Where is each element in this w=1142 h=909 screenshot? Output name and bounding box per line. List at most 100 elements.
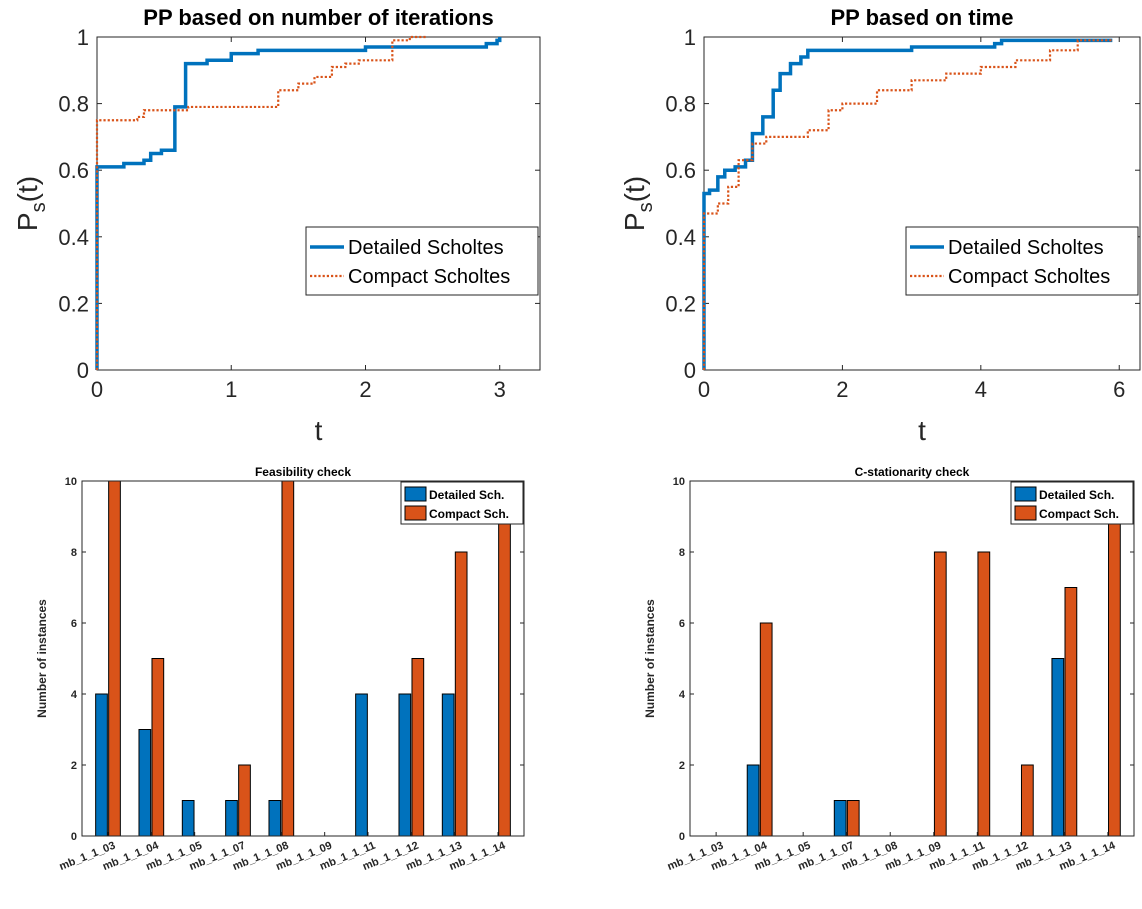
legend-label: Detailed Scholtes [348,237,504,259]
x-tick-label: 2 [836,377,848,402]
bar-compact-mb_1_1_12 [411,658,425,837]
y-tick-label: 0 [77,358,89,383]
y-axis-label-main: P [619,212,650,231]
bar-compact-mb_1_1_07 [238,764,251,837]
y-tick-label: 2 [679,760,685,772]
y-tick-label: 4 [71,689,78,701]
bar-detailed-mb_1_1_04 [746,764,760,837]
y-tick-label: 0.2 [665,291,696,316]
x-tick-label: 0 [91,377,103,402]
y-tick-label: 0.8 [665,92,696,117]
bar-detailed-mb_1_1_05 [181,800,195,837]
y-axis-label: Ps(t) [619,176,657,231]
bar-compact-mb_1_1_03 [108,480,121,837]
y-tick-label: 0.4 [58,225,89,250]
bar-compact-mb_1_1_04 [151,658,165,837]
y-tick-label: 1 [684,25,696,50]
bar-compact-mb_1_1_14 [1108,480,1121,837]
chart-title: C-stationarity check [855,465,970,479]
legend: Detailed Scholtes Compact Scholtes [305,226,539,296]
legend-label: Compact Scholtes [948,266,1110,288]
bar-compact-mb_1_1_12 [1020,764,1034,837]
legend-label: Detailed Sch. [429,488,504,502]
x-axis-label: t [918,415,926,446]
y-axis-label-sub: s [28,202,50,212]
series-line-detailed [702,38,1113,370]
x-tick-label: 3 [494,377,506,402]
bar-compact-mb_1_1_07 [846,800,860,837]
y-tick-label: 8 [679,547,685,559]
series-line-detailed [95,37,502,370]
bar-detailed-mb_1_1_07 [225,800,238,837]
bar-chart-1: mb_1_1_03mb_1_1_04mb_1_1_05mb_1_1_07mb_1… [35,465,525,873]
legend-swatch [1014,486,1037,502]
legend-swatch [404,505,427,521]
y-axis-label-sub: s [635,202,657,212]
line-chart-2: 0 2 4 6 0 0.2 0.4 0.6 0.8 1 PP based on time t Ps(t)… [619,5,1141,446]
legend-swatch [1014,505,1037,521]
bar-detailed-mb_1_1_07 [833,800,847,837]
legend-label: Compact Scholtes [348,266,510,288]
bar-compact-mb_1_1_04 [759,622,773,837]
legend: Detailed Sch. Compact Sch. [400,481,524,525]
chart-title: Feasibility check [255,465,351,479]
bar-detailed-mb_1_1_04 [138,729,152,837]
bar-chart-1-axes-box [81,480,525,837]
legend-label: Detailed Sch. [1039,488,1114,502]
chart-title: PP based on time [831,5,1014,30]
line-chart-1-axes-box [96,36,541,371]
bar-chart-2: mb_1_1_03mb_1_1_04mb_1_1_05mb_1_1_07mb_1… [643,465,1135,873]
series-line-compact [702,39,1113,370]
bar-detailed-mb_1_1_12 [398,693,412,837]
legend-label: Compact Sch. [429,507,509,521]
y-axis-label: Number of instances [643,599,657,718]
y-tick-label: 1 [77,25,89,50]
bar-detailed-mb_1_1_13 [441,693,455,837]
y-axis-label-suffix: (t) [619,176,650,202]
legend-box [305,226,539,296]
legend-box [905,226,1139,296]
x-axis-label: t [315,415,323,446]
y-tick-label: 8 [71,547,77,559]
bar-compact-mb_1_1_13 [1064,587,1078,837]
legend-label: Compact Sch. [1039,507,1119,521]
series-line-compact [95,35,426,370]
legend: Detailed Scholtes Compact Scholtes [905,226,1139,296]
y-tick-label: 0.8 [58,92,89,117]
x-tick-label: 2 [359,377,371,402]
bar-compact-mb_1_1_11 [977,551,991,837]
bar-compact-mb_1_1_08 [281,480,295,837]
y-tick-label: 0 [71,831,77,843]
bar-compact-mb_1_1_13 [454,551,468,837]
y-tick-label: 0.6 [665,158,696,183]
line-chart-1: 0 1 2 3 0 0.2 0.4 0.6 0.8 1 PP based on number of … [12,5,541,446]
legend-label: Detailed Scholtes [948,237,1104,259]
bar-compact-mb_1_1_09 [933,551,947,837]
y-axis-label: Number of instances [35,599,49,718]
y-tick-label: 0.6 [58,158,89,183]
legend-swatch [404,486,427,502]
bar-chart-2-axes-box [689,480,1135,837]
y-tick-label: 0.4 [665,225,696,250]
y-tick-label: 6 [71,618,77,630]
bar-detailed-mb_1_1_03 [95,693,108,837]
y-tick-label: 10 [673,476,685,488]
chart-title: PP based on number of iterations [143,5,493,30]
y-tick-label: 0 [679,831,685,843]
y-tick-label: 0 [684,358,696,383]
y-tick-label: 0.2 [58,291,89,316]
y-axis-label-main: P [12,212,43,231]
y-axis-label-suffix: (t) [12,176,43,202]
x-tick-label: 6 [1113,377,1125,402]
bar-compact-mb_1_1_14 [498,480,511,837]
y-tick-label: 4 [679,689,686,701]
y-tick-label: 10 [65,476,77,488]
line-chart-2-axes-box [703,36,1141,371]
bar-detailed-mb_1_1_13 [1051,658,1065,837]
y-tick-label: 6 [679,618,685,630]
legend: Detailed Sch. Compact Sch. [1010,481,1134,525]
x-tick-label: 4 [975,377,987,402]
y-tick-label: 2 [71,760,77,772]
